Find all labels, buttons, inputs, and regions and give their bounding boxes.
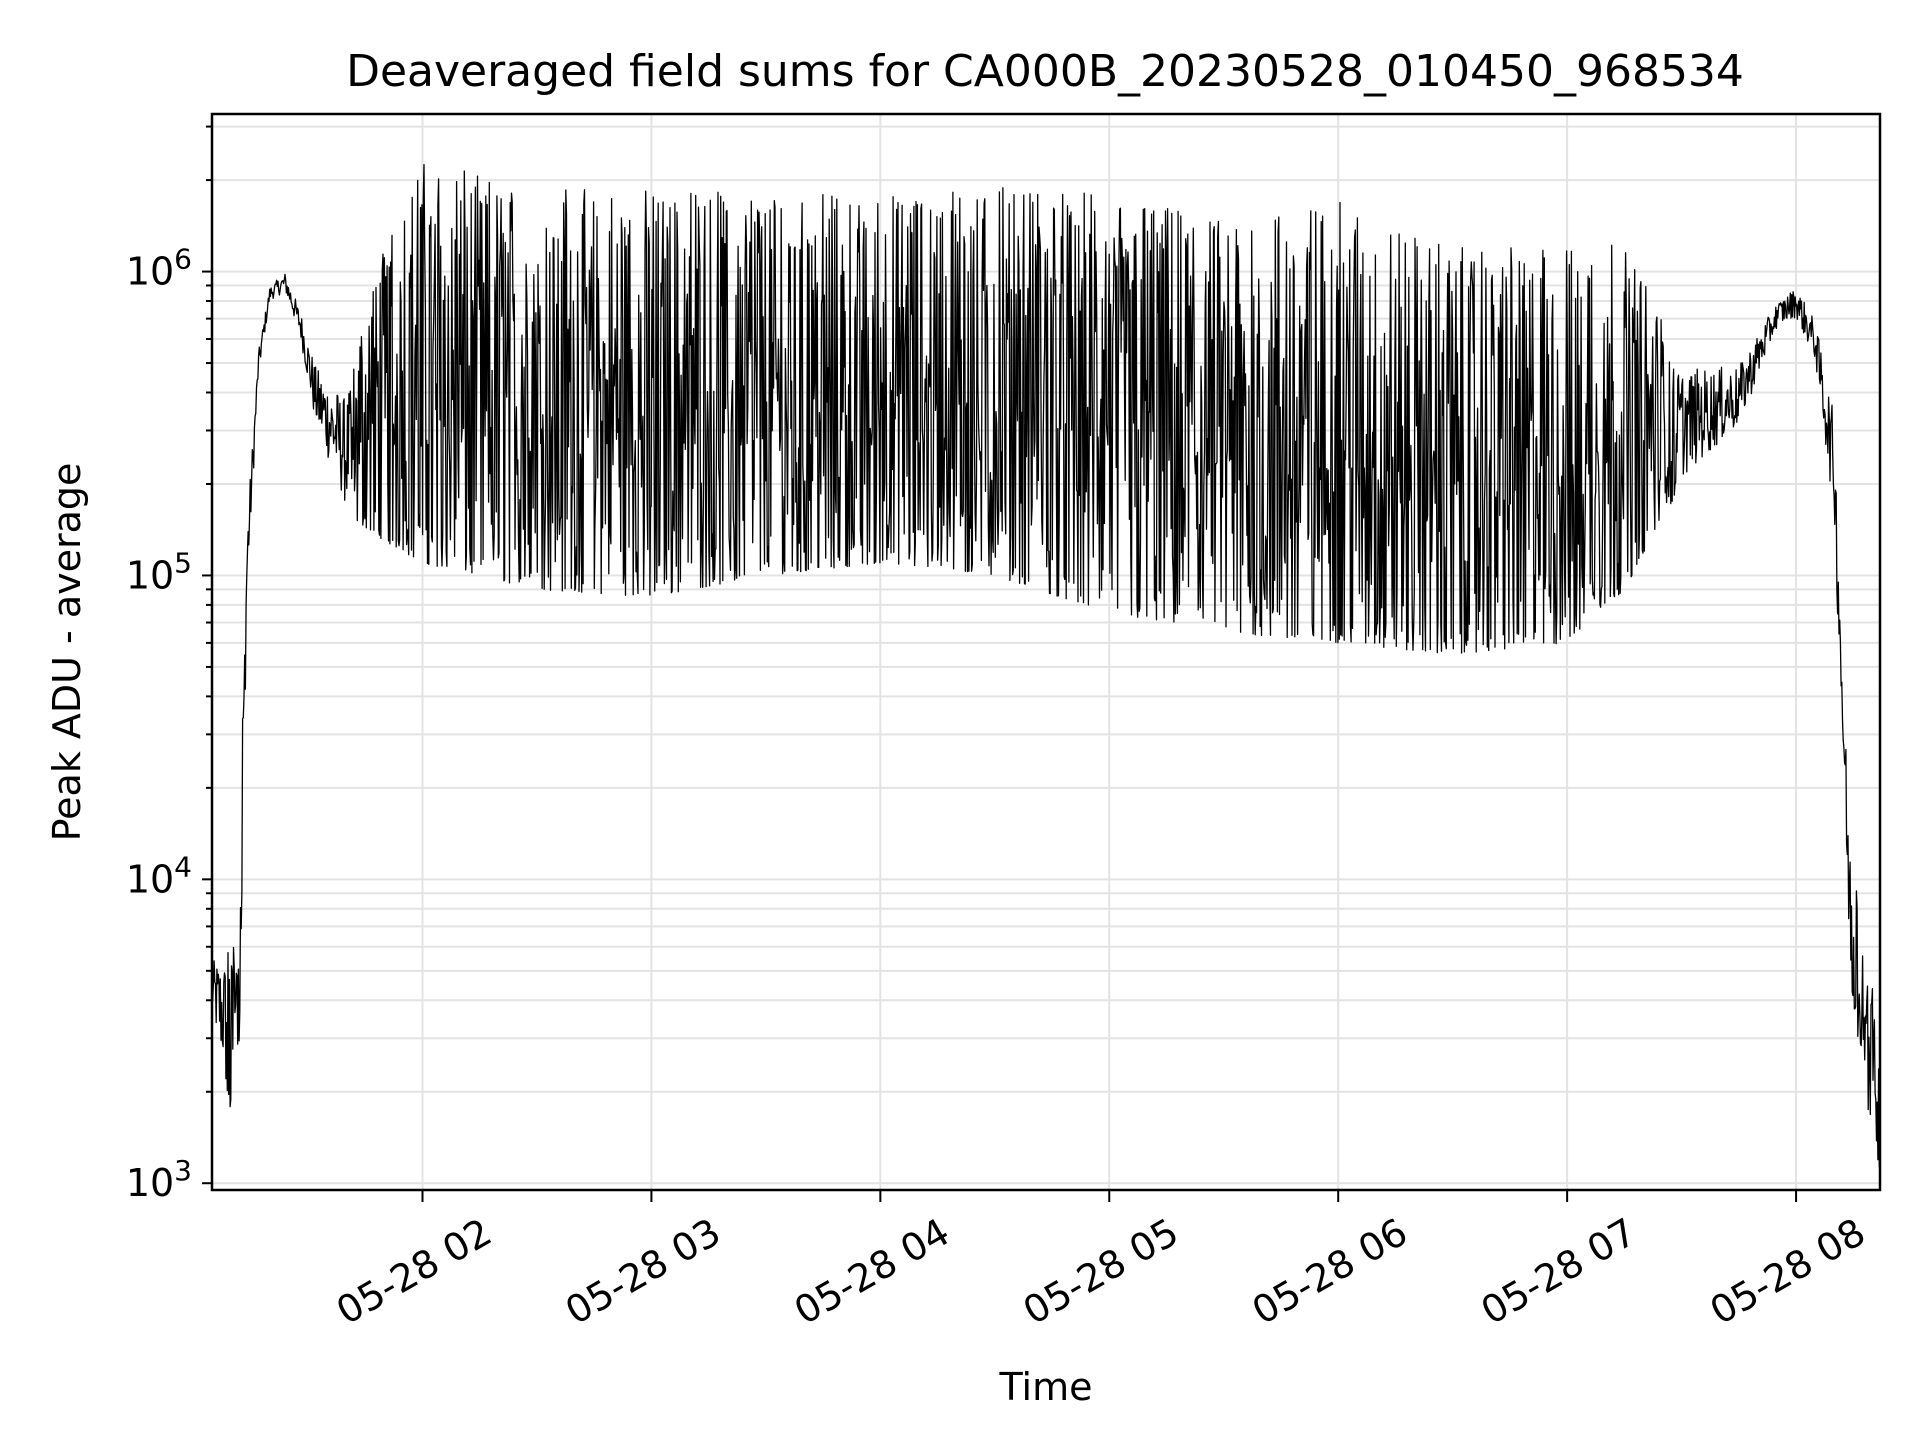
y-tick-label: 104 <box>126 850 192 901</box>
y-tick-label: 106 <box>126 243 192 294</box>
series-group <box>211 163 1881 1168</box>
y-tick-label: 105 <box>126 546 192 597</box>
x-tick-label: 05-28 07 <box>1474 1210 1644 1334</box>
y-axis-label: Peak ADU - average <box>45 463 89 842</box>
x-tick-label: 05-28 03 <box>558 1210 728 1334</box>
chart-title: Deaveraged field sums for CA000B_2023052… <box>346 46 1744 97</box>
x-tick-label: 05-28 08 <box>1703 1210 1873 1334</box>
x-tick-label: 05-28 04 <box>787 1210 957 1334</box>
x-axis-label: Time <box>999 1365 1093 1409</box>
x-tick-label: 05-28 05 <box>1016 1210 1186 1334</box>
x-tick-label: 05-28 06 <box>1245 1210 1415 1334</box>
x-axis: 05-28 02 05-28 03 05-28 04 05-28 05 05-28 06… <box>329 1190 1873 1333</box>
plot-frame <box>210 112 1882 1192</box>
x-tick-label: 05-28 02 <box>329 1210 499 1334</box>
y-tick-label: 103 <box>126 1154 192 1205</box>
series-line <box>211 163 1881 1168</box>
y-axis: 103 104 105 106 <box>126 125 212 1205</box>
